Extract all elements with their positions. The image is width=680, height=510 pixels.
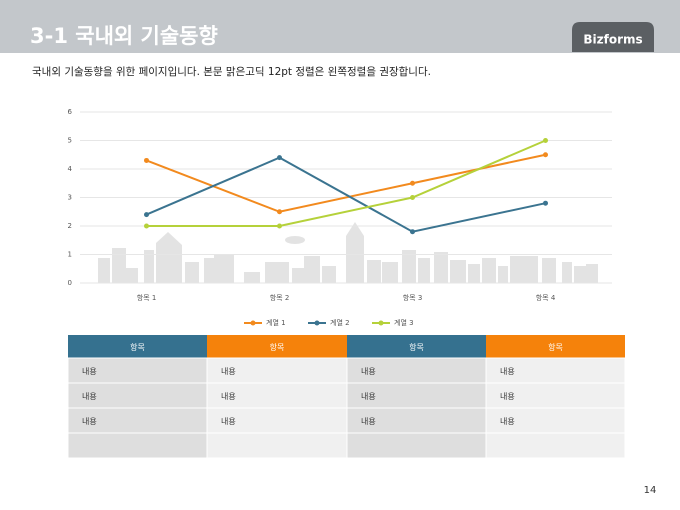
y-tick-label: 5 (68, 137, 72, 145)
y-tick-label: 4 (68, 165, 73, 173)
header-cell (207, 335, 347, 358)
data-point (543, 200, 548, 206)
table-cell (485, 432, 626, 459)
series-line (146, 153, 546, 213)
skyline (98, 222, 598, 283)
data-point (410, 180, 415, 186)
legend-label: 계열 3 (394, 318, 414, 327)
x-tick-label: 항목 2 (270, 293, 290, 302)
y-tick-label: 0 (68, 279, 72, 287)
cell-text: 내용 (500, 367, 515, 376)
table-cell (206, 357, 348, 384)
header-text: 항목 (409, 343, 424, 352)
cell-text: 내용 (500, 417, 515, 426)
series-line (146, 139, 546, 227)
cell-text: 내용 (221, 417, 236, 426)
header-cell (486, 335, 625, 358)
cell-text: 내용 (361, 367, 376, 376)
cell-text: 내용 (500, 392, 515, 401)
header-text: 항목 (270, 343, 285, 352)
header-band (0, 0, 680, 53)
brand: Bizforms (583, 33, 642, 47)
x-tick-label: 항목 1 (137, 293, 157, 302)
legend-swatch-dot (378, 320, 384, 326)
cell-text: 내용 (221, 392, 236, 401)
page-number: 14 (644, 485, 657, 496)
legend-label: 계열 2 (330, 318, 350, 327)
cell-text: 내용 (361, 417, 376, 426)
y-tick-label: 6 (68, 108, 73, 116)
table-cell (206, 432, 348, 459)
data-point (144, 157, 149, 163)
data-point (144, 223, 149, 229)
y-tick-label: 2 (68, 222, 72, 230)
y-tick-label: 1 (68, 251, 72, 259)
data-point (277, 223, 282, 229)
cell-text: 내용 (82, 392, 97, 401)
data-point (543, 138, 548, 143)
header-cell (68, 335, 207, 358)
data-point (410, 229, 415, 235)
table-cell (485, 357, 626, 384)
data-point (144, 212, 149, 218)
table-cell (346, 432, 487, 459)
subtitle: 국내외 기술동향을 위한 페이지입니다. 본문 맑은고딕 12pt 정렬은 왼쪽… (32, 65, 431, 78)
legend-swatch-dot (314, 320, 320, 326)
table-cell (346, 357, 487, 384)
header-text: 항목 (130, 343, 145, 352)
x-tick-label: 항목 4 (536, 293, 556, 302)
y-tick-label: 3 (68, 194, 72, 202)
data-point (410, 195, 415, 200)
legend-label: 계열 1 (266, 318, 286, 327)
series-line (146, 156, 546, 233)
table-cell (485, 407, 626, 434)
header-text: 항목 (548, 343, 563, 352)
table-cell (67, 432, 208, 459)
data-point (277, 155, 282, 161)
table-cell (206, 407, 348, 434)
legend-swatch-dot (250, 320, 256, 326)
slide-title: 3-1 국내외 기술동향 (30, 24, 218, 48)
header-cell (347, 335, 486, 358)
chart: 0 1 2 3 4 5 6 항목 1 항목 2 항목 3 항목 4 계열 1 계열 2 계열 3 (68, 108, 612, 327)
cell-text: 내용 (221, 367, 236, 376)
x-tick-label: 항목 3 (403, 293, 423, 302)
table-cell (346, 407, 487, 434)
data-point (277, 209, 282, 215)
table-cell (346, 382, 487, 409)
cell-text: 내용 (361, 392, 376, 401)
cell-text: 내용 (82, 367, 97, 376)
brand-tab (572, 22, 654, 52)
data-point (543, 152, 548, 158)
cell-text: 내용 (82, 417, 97, 426)
